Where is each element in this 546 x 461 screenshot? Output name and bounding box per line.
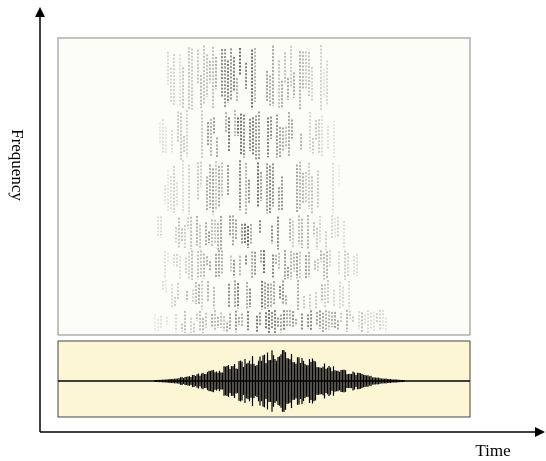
y-axis-label: Frequency xyxy=(8,129,27,201)
x-axis-label: Time xyxy=(475,441,510,460)
diagram: Frequency Time xyxy=(0,0,546,461)
